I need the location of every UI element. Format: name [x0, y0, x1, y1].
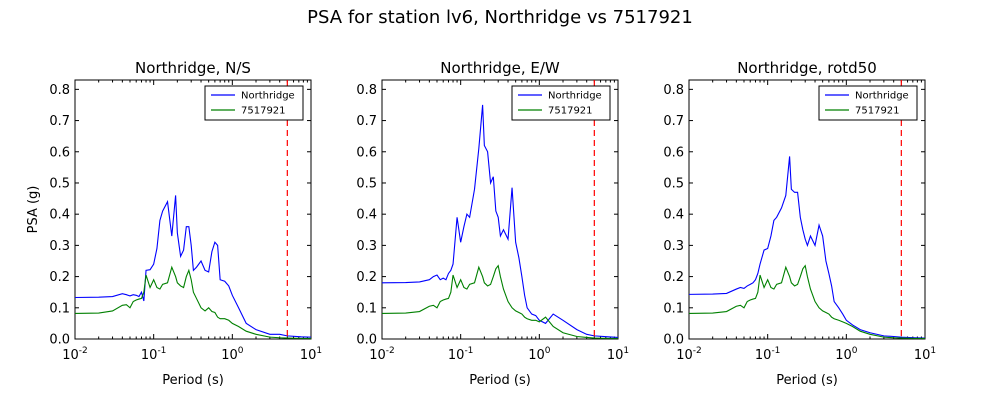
- series-line-7517921: [381, 264, 618, 339]
- series-line-northridge: [74, 195, 312, 338]
- x-tick-label: 10-2: [62, 346, 88, 363]
- x-tick-label: 10-1: [141, 346, 167, 363]
- subplot-title: Northridge, rotd50: [737, 59, 877, 77]
- y-tick-label: 0.5: [663, 176, 684, 191]
- series-line-7517921: [688, 264, 925, 339]
- x-tick-label: 100: [528, 346, 551, 363]
- legend: Northridge 7517921: [511, 85, 611, 121]
- y-tick-label: 0.2: [663, 270, 684, 285]
- y-axis-label: PSA (g): [26, 186, 41, 234]
- x-tick-label: 101: [607, 346, 629, 363]
- legend-label: Northridge: [855, 91, 909, 102]
- x-axis-label: Period (s): [162, 373, 224, 388]
- y-tick-label: 0.3: [663, 239, 684, 254]
- figure-title: PSA for station lv6, Northridge vs 75179…: [307, 7, 693, 28]
- y-tick-label: 0.7: [49, 114, 70, 129]
- series-line-northridge: [381, 104, 619, 338]
- x-tick-label: 101: [914, 346, 936, 363]
- y-tick-label: 0.8: [49, 83, 70, 98]
- plot-frame: [381, 79, 619, 340]
- y-tick-label: 0.5: [356, 176, 377, 191]
- y-tick-label: 0.2: [49, 270, 70, 285]
- subplot-ns: Northridge, N/S 0.0 0.1 0.2 0.3 0.4 0.5 0.6 0.7 0…: [26, 59, 322, 388]
- subplot-ew: Northridge, E/W 0.0 0.1 0.2 0.3 0.4 0.5 0.6 0.7 0…: [356, 59, 629, 388]
- subplot-rotd50: Northridge, rotd50 0.0 0.1 0.2 0.3 0.4 0.5 0.6 0…: [663, 59, 936, 388]
- y-tick-label: 0.1: [49, 301, 70, 316]
- legend-box: [818, 85, 918, 121]
- y-tick-label: 0.0: [663, 333, 684, 348]
- series-line-7517921: [74, 265, 311, 339]
- y-tick-label: 0.6: [663, 145, 684, 160]
- y-tick-label: 0.7: [356, 114, 377, 129]
- y-tick-label: 0.5: [49, 176, 70, 191]
- y-tick-label: 0.3: [49, 239, 70, 254]
- legend-label: Northridge: [241, 91, 295, 102]
- y-tick-label: 0.0: [49, 333, 70, 348]
- x-tick-label: 100: [835, 346, 858, 363]
- x-tick-label: 10-2: [676, 346, 702, 363]
- y-tick-label: 0.0: [356, 333, 377, 348]
- y-tick-label: 0.4: [663, 208, 684, 223]
- legend-box: [204, 85, 304, 121]
- y-tick-label: 0.3: [356, 239, 377, 254]
- y-tick-label: 0.6: [356, 145, 377, 160]
- y-tick-label: 0.7: [663, 114, 684, 129]
- x-tick-label: 10-1: [755, 346, 781, 363]
- legend-label: Northridge: [548, 91, 602, 102]
- y-tick-label: 0.8: [356, 83, 377, 98]
- y-tick-label: 0.4: [49, 208, 70, 223]
- y-tick-label: 0.4: [356, 208, 377, 223]
- x-tick-label: 101: [300, 346, 322, 363]
- plot-frame: [688, 79, 926, 340]
- subplot-title: Northridge, N/S: [135, 59, 251, 77]
- legend-label: 7517921: [548, 106, 593, 117]
- series-line-northridge: [688, 156, 926, 339]
- legend-label: 7517921: [241, 106, 286, 117]
- x-tick-label: 10-2: [369, 346, 395, 363]
- x-tick-label: 10-1: [448, 346, 474, 363]
- x-axis-label: Period (s): [469, 373, 531, 388]
- legend: Northridge 7517921: [818, 85, 918, 121]
- x-axis-label: Period (s): [776, 373, 838, 388]
- subplot-title: Northridge, E/W: [440, 59, 560, 77]
- y-tick-label: 0.8: [663, 83, 684, 98]
- y-tick-label: 0.6: [49, 145, 70, 160]
- y-tick-label: 0.2: [356, 270, 377, 285]
- x-tick-label: 100: [221, 346, 244, 363]
- y-tick-label: 0.1: [663, 301, 684, 316]
- legend-label: 7517921: [855, 106, 900, 117]
- legend: Northridge 7517921: [204, 85, 304, 121]
- y-tick-label: 0.1: [356, 301, 377, 316]
- legend-box: [511, 85, 611, 121]
